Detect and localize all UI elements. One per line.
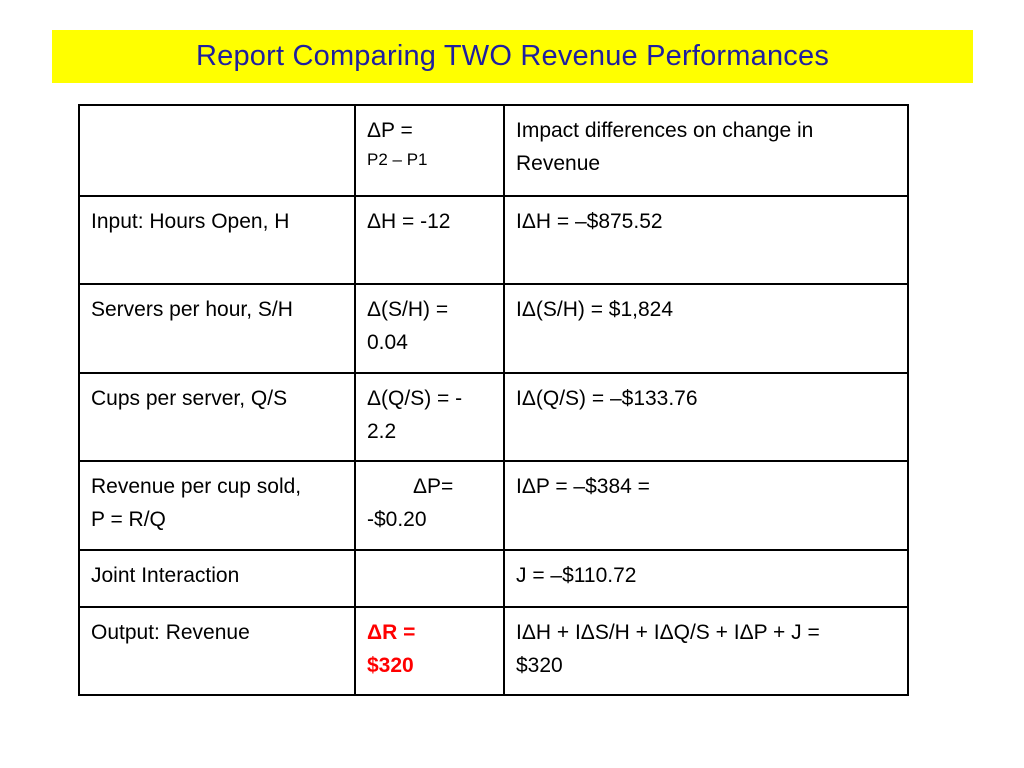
row-impact: IΔP = –$384 = (503, 460, 909, 551)
header-delta-formula: ΔP = (367, 119, 413, 142)
revenue-comparison-table: ΔP = P2 – P1 Impact differences on chang… (78, 104, 909, 696)
row-delta: ΔH = -12 (354, 195, 505, 285)
header-cell-delta: ΔP = P2 – P1 (354, 104, 505, 197)
table-header-row: ΔP = P2 – P1 Impact differences on chang… (78, 104, 909, 197)
row-label-text: Output: Revenue (91, 621, 250, 644)
revenue-delta-text: ΔR = (367, 621, 416, 644)
row-label: Revenue per cup sold, P = R/Q (78, 460, 356, 551)
row-delta (354, 549, 505, 608)
header-impact-line1: Impact differences on change in (516, 119, 814, 142)
row-impact-text: IΔP = –$384 = (516, 475, 650, 498)
table-row-output: Output: Revenue ΔR = $320 IΔH + IΔS/H + … (78, 606, 909, 696)
header-impact-line2: Revenue (516, 152, 601, 175)
table-row: Cups per server, Q/S Δ(Q/S) = - 2.2 IΔ(Q… (78, 372, 909, 462)
row-label-text: Input: Hours Open, H (91, 210, 290, 233)
row-delta-text: ΔH = -12 (367, 210, 451, 233)
row-label-text: Servers per hour, S/H (91, 298, 293, 321)
row-impact-text: IΔ(S/H) = $1,824 (516, 298, 674, 321)
row-delta-text-cont: 0.04 (367, 331, 408, 354)
row-label: Joint Interaction (78, 549, 356, 608)
row-label-text: Joint Interaction (91, 564, 240, 587)
row-delta-text: ΔP= (413, 475, 454, 498)
row-delta: Δ(S/H) = 0.04 (354, 283, 505, 374)
table-row: Input: Hours Open, H ΔH = -12 IΔH = –$87… (78, 195, 909, 285)
row-delta-text-cont: 2.2 (367, 420, 397, 443)
row-impact-text: IΔH = –$875.52 (516, 210, 663, 233)
table-row: Revenue per cup sold, P = R/Q ΔP= -$0.20… (78, 460, 909, 551)
row-impact-text: IΔH + IΔS/H + IΔQ/S + IΔP + J = (516, 621, 820, 644)
row-delta-text-cont: -$0.20 (367, 508, 427, 531)
header-cell-empty (78, 104, 356, 197)
row-label: Servers per hour, S/H (78, 283, 356, 374)
row-impact: IΔH + IΔS/H + IΔQ/S + IΔP + J = $320 (503, 606, 909, 696)
row-impact: IΔ(Q/S) = –$133.76 (503, 372, 909, 462)
row-delta: Δ(Q/S) = - 2.2 (354, 372, 505, 462)
header-delta-definition: P2 – P1 (367, 150, 428, 169)
row-label-text-cont: P = R/Q (91, 508, 166, 531)
row-label: Output: Revenue (78, 606, 356, 696)
row-impact: IΔ(S/H) = $1,824 (503, 283, 909, 374)
table-row: Joint Interaction J = –$110.72 (78, 549, 909, 608)
row-delta-text: Δ(Q/S) = - (367, 387, 463, 410)
row-delta-text: Δ(S/H) = (367, 298, 449, 321)
row-impact-text: IΔ(Q/S) = –$133.76 (516, 387, 698, 410)
row-label: Cups per server, Q/S (78, 372, 356, 462)
row-delta: ΔP= -$0.20 (354, 460, 505, 551)
revenue-delta-value: $320 (367, 654, 414, 677)
row-label-text: Revenue per cup sold, (91, 475, 302, 498)
row-impact: IΔH = –$875.52 (503, 195, 909, 285)
row-label: Input: Hours Open, H (78, 195, 356, 285)
row-impact-text-cont: $320 (516, 654, 563, 677)
row-impact-text: J = –$110.72 (516, 564, 637, 587)
table-row: Servers per hour, S/H Δ(S/H) = 0.04 IΔ(S… (78, 283, 909, 374)
header-cell-impact: Impact differences on change in Revenue (503, 104, 909, 197)
row-impact: J = –$110.72 (503, 549, 909, 608)
row-label-text: Cups per server, Q/S (91, 387, 288, 410)
page-title: Report Comparing TWO Revenue Performance… (195, 40, 830, 72)
row-delta-highlight: ΔR = $320 (354, 606, 505, 696)
title-banner: Report Comparing TWO Revenue Performance… (52, 30, 973, 83)
